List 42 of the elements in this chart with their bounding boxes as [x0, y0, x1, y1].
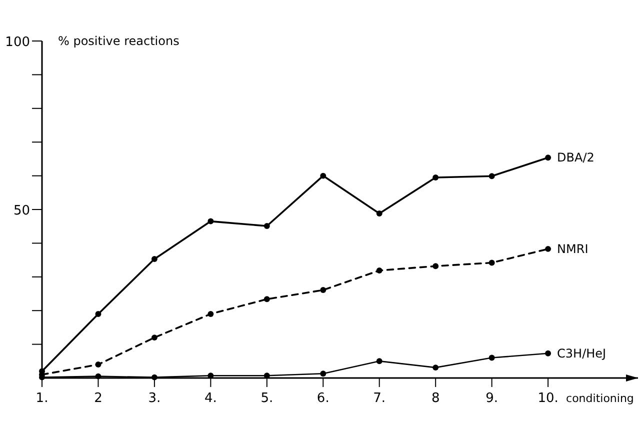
- point: [376, 358, 382, 364]
- point: [376, 210, 382, 217]
- point: [545, 246, 552, 252]
- x-axis-title: conditioning: [566, 392, 634, 405]
- point: [208, 310, 214, 317]
- series-label: DBA/2: [557, 150, 594, 165]
- x-tick-label: 1.: [36, 391, 48, 406]
- y-tick-label: 100: [5, 35, 30, 50]
- x-tick-label: 10.: [538, 391, 558, 406]
- point: [95, 362, 102, 368]
- point: [488, 173, 495, 180]
- point: [545, 154, 552, 161]
- series-label: C3H/HeJ: [557, 346, 606, 360]
- point: [264, 296, 270, 302]
- x-tick-label: 3.: [148, 391, 161, 406]
- point: [545, 350, 552, 356]
- point: [432, 364, 439, 371]
- x-tick-label: 4.: [204, 391, 217, 406]
- x-tick-label: 7.: [373, 391, 386, 406]
- point: [151, 334, 158, 341]
- point: [320, 287, 326, 294]
- x-tick-label: 6.: [316, 391, 330, 406]
- point: [488, 354, 495, 361]
- point: [95, 310, 102, 317]
- point: [151, 256, 158, 262]
- point: [264, 223, 270, 229]
- y-tick-label: 50: [13, 204, 30, 218]
- point: [320, 370, 326, 377]
- point: [208, 218, 214, 224]
- series-label: NMRI: [557, 242, 588, 256]
- point: [151, 374, 158, 380]
- point: [95, 373, 102, 380]
- point: [432, 174, 439, 180]
- y-axis-title: % positive reactions: [58, 34, 180, 48]
- point: [320, 172, 326, 179]
- x-tick-label: 5.: [260, 391, 274, 406]
- x-tick-label: 2: [94, 391, 102, 406]
- point: [376, 268, 382, 274]
- point: [488, 260, 495, 266]
- x-tick-label: 8: [431, 391, 440, 406]
- x-tick-label: 9.: [486, 391, 498, 406]
- point: [432, 263, 439, 270]
